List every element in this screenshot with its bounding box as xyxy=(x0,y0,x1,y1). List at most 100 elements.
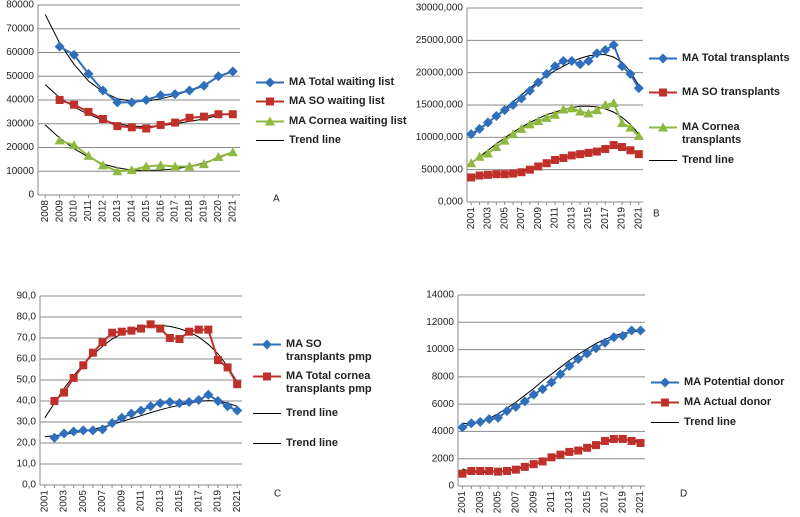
marker xyxy=(600,100,611,109)
marker xyxy=(583,56,594,67)
panel-label: C xyxy=(274,489,281,500)
marker xyxy=(84,107,93,116)
marker xyxy=(142,124,151,133)
marker xyxy=(69,140,80,150)
legend-icon xyxy=(256,97,284,106)
y-tick-label: 50000 xyxy=(6,71,34,82)
y-tick-label: 5000,000 xyxy=(421,164,463,175)
x-tick-label: 2009 xyxy=(533,207,544,230)
marker xyxy=(519,396,530,407)
y-tick-label: 4000 xyxy=(432,426,455,437)
marker xyxy=(583,443,592,452)
x-tick-label: 2021 xyxy=(227,200,238,223)
y-tick-label: 25000,000 xyxy=(416,35,464,46)
marker xyxy=(476,466,485,475)
marker xyxy=(482,117,493,128)
y-tick-label: 70,0 xyxy=(17,333,37,344)
x-tick-label: 2016 xyxy=(155,200,166,223)
marker xyxy=(156,324,165,333)
marker xyxy=(524,119,535,129)
marker xyxy=(583,108,594,118)
y-tick-label: 70000 xyxy=(6,23,34,34)
y-tick-label: 14000 xyxy=(426,290,454,301)
marker xyxy=(198,80,209,91)
x-tick-label: 2013 xyxy=(566,207,577,230)
legend-icon xyxy=(649,88,677,97)
marker xyxy=(164,397,175,408)
x-tick-label: 2013 xyxy=(564,491,575,514)
marker xyxy=(233,380,242,389)
marker xyxy=(511,465,520,474)
legend-item: Trend line xyxy=(650,416,800,429)
marker xyxy=(193,394,204,405)
y-tick-label: 0,000 xyxy=(438,197,463,208)
marker xyxy=(127,123,136,132)
marker xyxy=(591,48,602,59)
x-tick-label: 2005 xyxy=(499,207,510,230)
legend-label: MA Total waiting list xyxy=(289,76,395,88)
marker xyxy=(263,372,271,381)
marker xyxy=(508,129,519,139)
legend-label: MA Potential donor xyxy=(684,376,785,388)
marker xyxy=(564,360,575,371)
legend-item: MA Total transplants xyxy=(648,52,798,65)
marker xyxy=(112,166,123,176)
y-tick-label: 40000 xyxy=(6,95,34,106)
y-tick-label: 0,0 xyxy=(22,480,36,491)
y-tick-label: 30000 xyxy=(6,118,34,129)
marker xyxy=(83,68,94,79)
marker xyxy=(659,88,667,97)
legend-item: Trend line xyxy=(252,407,382,420)
marker xyxy=(213,71,224,82)
marker xyxy=(203,389,214,400)
marker xyxy=(184,85,195,96)
marker xyxy=(608,39,619,50)
marker xyxy=(493,412,504,423)
marker xyxy=(660,377,670,388)
y-tick-label: 50,0 xyxy=(17,375,37,386)
marker xyxy=(59,428,70,439)
marker xyxy=(633,131,644,141)
x-tick-label: 2015 xyxy=(583,207,594,230)
marker xyxy=(520,462,529,471)
marker xyxy=(592,147,601,156)
legend-item: Trend line xyxy=(255,134,415,147)
x-tick-label: 2003 xyxy=(59,490,70,513)
marker xyxy=(155,160,166,170)
marker xyxy=(609,141,618,150)
marker xyxy=(265,116,275,126)
marker xyxy=(54,41,65,52)
marker xyxy=(212,396,223,406)
marker xyxy=(558,56,569,67)
y-tick-label: 8000 xyxy=(432,371,455,382)
marker xyxy=(466,129,477,140)
marker xyxy=(467,466,476,475)
marker xyxy=(474,151,485,161)
marker xyxy=(658,122,668,132)
y-tick-label: 30,0 xyxy=(17,417,37,428)
marker xyxy=(83,150,94,160)
marker xyxy=(467,173,476,182)
x-tick-label: 2012 xyxy=(98,200,109,223)
marker xyxy=(574,446,583,455)
y-tick-label: 10000 xyxy=(426,344,454,355)
x-tick-label: 2021 xyxy=(635,491,646,514)
x-tick-label: 2019 xyxy=(617,491,628,514)
x-tick-label: 2014 xyxy=(126,200,137,223)
x-tick-label: 2005 xyxy=(78,490,89,513)
marker xyxy=(541,68,552,79)
marker xyxy=(617,118,628,128)
panel-label: D xyxy=(680,489,687,500)
legend-item: MA Total cornea transplants pmp xyxy=(252,370,382,396)
marker xyxy=(170,89,181,100)
marker xyxy=(265,77,275,88)
marker xyxy=(551,155,559,164)
legend-item: MA Cornea transplants xyxy=(648,121,798,147)
y-tick-label: 20000 xyxy=(6,142,34,153)
marker xyxy=(538,457,547,466)
marker xyxy=(126,408,137,419)
marker xyxy=(141,95,152,105)
legend-icon xyxy=(651,422,679,423)
marker xyxy=(502,466,511,475)
